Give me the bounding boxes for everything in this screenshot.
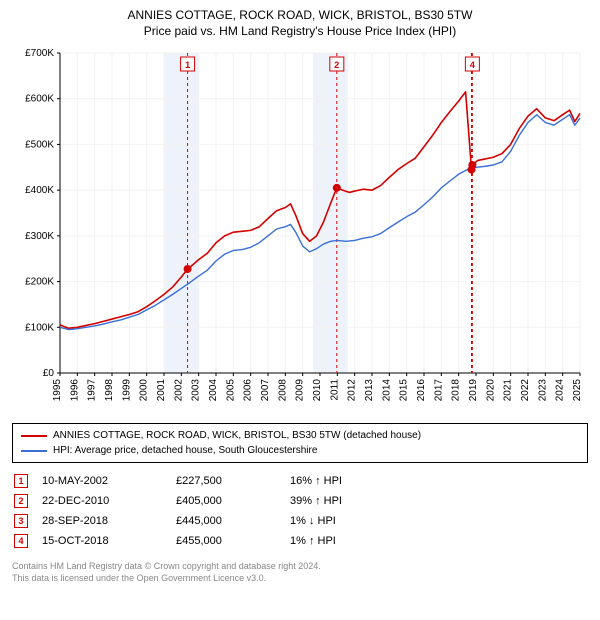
svg-text:1995: 1995 [52,379,63,402]
sales-row: 2 22-DEC-2010 £405,000 39% ↑ HPI [12,491,588,511]
title-line2: Price paid vs. HM Land Registry's House … [12,24,588,40]
legend-label: ANNIES COTTAGE, ROCK ROAD, WICK, BRISTOL… [53,428,421,443]
legend-label: HPI: Average price, detached house, Sout… [53,443,317,458]
sale-date: 15-OCT-2018 [42,535,162,547]
sale-marker-number: 1 [14,474,28,488]
svg-text:2007: 2007 [260,379,271,402]
sales-row: 1 10-MAY-2002 £227,500 16% ↑ HPI [12,471,588,491]
svg-text:2013: 2013 [364,379,375,402]
sale-date: 22-DEC-2010 [42,495,162,507]
svg-text:2012: 2012 [347,379,358,402]
sale-price: £227,500 [176,475,276,487]
sale-price: £405,000 [176,495,276,507]
svg-text:£300K: £300K [25,231,54,242]
chart-title: ANNIES COTTAGE, ROCK ROAD, WICK, BRISTOL… [12,8,588,39]
legend-swatch [21,450,47,452]
svg-text:2025: 2025 [572,379,583,402]
legend: ANNIES COTTAGE, ROCK ROAD, WICK, BRISTOL… [12,423,588,463]
svg-text:1996: 1996 [69,379,80,402]
svg-text:2005: 2005 [225,379,236,402]
sale-hpi-diff: 1% ↓ HPI [290,515,586,527]
svg-text:1997: 1997 [87,379,98,402]
sale-date: 10-MAY-2002 [42,475,162,487]
svg-text:2011: 2011 [329,379,340,401]
price-chart: £0 £100K £200K £300K £400K £500K £600K £700K 199… [12,45,588,415]
title-line1: ANNIES COTTAGE, ROCK ROAD, WICK, BRISTOL… [12,8,588,24]
legend-item: HPI: Average price, detached house, Sout… [21,443,579,458]
footer-line2: This data is licensed under the Open Gov… [12,573,588,585]
svg-text:2014: 2014 [381,379,392,402]
svg-text:2001: 2001 [156,379,167,402]
svg-text:2020: 2020 [485,379,496,402]
svg-text:£100K: £100K [25,322,54,333]
sales-row: 4 15-OCT-2018 £455,000 1% ↑ HPI [12,531,588,551]
svg-text:£200K: £200K [25,277,54,288]
svg-text:2010: 2010 [312,379,323,402]
svg-text:£500K: £500K [25,140,54,151]
svg-text:2021: 2021 [503,379,514,402]
footer-attribution: Contains HM Land Registry data © Crown c… [12,561,588,584]
svg-text:2009: 2009 [295,379,306,402]
sale-date: 28-SEP-2018 [42,515,162,527]
sale-price: £455,000 [176,535,276,547]
svg-text:2024: 2024 [555,379,566,402]
svg-text:1: 1 [185,60,190,70]
sale-hpi-diff: 39% ↑ HPI [290,495,586,507]
svg-text:1998: 1998 [104,379,115,402]
svg-text:2016: 2016 [416,379,427,402]
sale-hpi-diff: 1% ↑ HPI [290,535,586,547]
footer-line1: Contains HM Land Registry data © Crown c… [12,561,588,573]
svg-text:1999: 1999 [121,379,132,402]
svg-text:£400K: £400K [25,185,54,196]
svg-text:2006: 2006 [243,379,254,402]
svg-text:2018: 2018 [451,379,462,402]
svg-text:£0: £0 [43,368,55,379]
svg-text:2022: 2022 [520,379,531,402]
svg-text:2019: 2019 [468,379,479,402]
svg-text:4: 4 [470,60,475,70]
svg-text:2003: 2003 [191,379,202,402]
sales-table: 1 10-MAY-2002 £227,500 16% ↑ HPI 2 22-DEC-201… [12,471,588,551]
svg-text:2004: 2004 [208,379,219,402]
svg-text:2017: 2017 [433,379,444,402]
legend-item: ANNIES COTTAGE, ROCK ROAD, WICK, BRISTOL… [21,428,579,443]
svg-text:2023: 2023 [537,379,548,402]
sale-marker-number: 2 [14,494,28,508]
svg-text:£600K: £600K [25,94,54,105]
svg-text:2008: 2008 [277,379,288,402]
sale-hpi-diff: 16% ↑ HPI [290,475,586,487]
sale-price: £445,000 [176,515,276,527]
svg-text:£700K: £700K [25,48,54,59]
legend-swatch [21,435,47,437]
svg-text:2: 2 [334,60,339,70]
svg-text:2015: 2015 [399,379,410,402]
sales-row: 3 28-SEP-2018 £445,000 1% ↓ HPI [12,511,588,531]
sale-marker-number: 4 [14,534,28,548]
svg-text:2002: 2002 [173,379,184,402]
svg-text:2000: 2000 [139,379,150,402]
sale-marker-number: 3 [14,514,28,528]
